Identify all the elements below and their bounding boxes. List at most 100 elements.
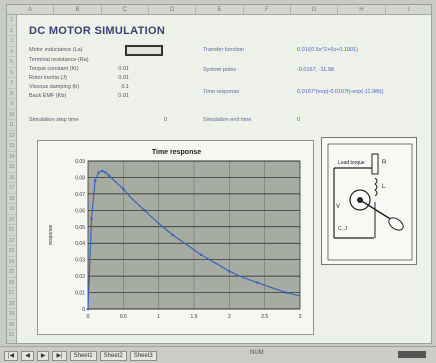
- result-label: Time response: [203, 89, 240, 95]
- result-value[interactable]: 0: [297, 117, 301, 123]
- sheet-tab-3[interactable]: Sheet3: [129, 351, 157, 361]
- row-header[interactable]: 27: [7, 288, 16, 299]
- data-point: [90, 217, 93, 220]
- result-value[interactable]: 0.0167*(exp(-0.0167t)-exp(-11.98t)): [297, 89, 384, 95]
- row-header[interactable]: 15: [7, 162, 16, 173]
- row-header[interactable]: 24: [7, 257, 16, 267]
- sheet-tab-1[interactable]: Sheet1: [69, 351, 97, 361]
- row-header[interactable]: 8: [7, 89, 16, 99]
- row-header[interactable]: 22: [7, 236, 16, 246]
- row-header[interactable]: 20: [7, 215, 16, 225]
- row-header[interactable]: 30: [7, 320, 16, 330]
- row-header[interactable]: 25: [7, 267, 16, 278]
- response-series-line: [87, 170, 301, 310]
- selected-input-cell[interactable]: [125, 45, 163, 56]
- row-header[interactable]: 9: [7, 99, 16, 110]
- sheet-tab-2[interactable]: Sheet2: [99, 351, 127, 361]
- row-header[interactable]: 23: [7, 246, 16, 257]
- result-label: Transfer function: [203, 47, 245, 53]
- row-header[interactable]: 6: [7, 68, 16, 78]
- diagram-label-cj: C, J: [338, 226, 347, 232]
- result-value[interactable]: 0.01/(0.5s^2+6s+0.1001): [297, 47, 358, 53]
- row-header[interactable]: 26: [7, 278, 16, 288]
- row-header[interactable]: 2: [7, 26, 16, 36]
- data-point: [256, 281, 259, 284]
- row-header[interactable]: 1: [7, 15, 16, 26]
- sheet-tabs: |◀ ◀ ▶ ▶| Sheet1 Sheet2 Sheet3: [4, 351, 157, 361]
- status-indicator: NUM: [250, 350, 264, 356]
- param-value[interactable]: 0: [163, 117, 167, 123]
- param-label: Rotor inertia (J): [29, 75, 67, 81]
- column-header[interactable]: I: [386, 5, 431, 14]
- param-label: Motor inductance (La): [29, 47, 83, 53]
- row-header[interactable]: 5: [7, 57, 16, 68]
- column-header[interactable]: E: [196, 5, 244, 14]
- row-header[interactable]: 18: [7, 194, 16, 204]
- y-tick-label: 0.02: [75, 274, 85, 280]
- row-header[interactable]: 28: [7, 299, 16, 309]
- row-header[interactable]: 31: [7, 330, 16, 341]
- column-header[interactable]: G: [291, 5, 339, 14]
- param-value[interactable]: 0.01: [118, 75, 129, 81]
- x-tick-label: 1: [157, 314, 160, 320]
- motor-circuit-diagram: Load torque R L V C, J: [321, 137, 417, 265]
- row-header[interactable]: 29: [7, 309, 16, 320]
- param-label: Viscous damping (b): [29, 84, 80, 90]
- result-value[interactable]: -0.0167, -11.98: [297, 67, 334, 73]
- row-header[interactable]: 14: [7, 152, 16, 162]
- y-tick-label: 0.08: [75, 175, 85, 181]
- row-header[interactable]: 11: [7, 120, 16, 131]
- y-axis-label: response: [48, 225, 54, 246]
- data-point: [228, 269, 231, 273]
- column-header[interactable]: C: [102, 5, 149, 14]
- diagram-label-l: L: [382, 184, 386, 190]
- x-tick-label: 2.5: [261, 314, 268, 320]
- column-header[interactable]: D: [149, 5, 197, 14]
- y-tick-label: 0.05: [75, 225, 85, 231]
- column-header[interactable]: A: [7, 5, 55, 14]
- sheet-title: DC MOTOR SIMULATION: [29, 25, 166, 37]
- column-header[interactable]: F: [244, 5, 291, 14]
- row-header[interactable]: 21: [7, 225, 16, 236]
- row-header[interactable]: 10: [7, 110, 16, 120]
- y-tick-label: 0.07: [75, 192, 85, 198]
- result-label: Simulation end time: [203, 117, 252, 123]
- data-point: [122, 187, 125, 191]
- row-header[interactable]: 12: [7, 131, 16, 141]
- column-header[interactable]: H: [338, 5, 386, 14]
- param-value[interactable]: 0.01: [118, 93, 129, 99]
- row-header[interactable]: 17: [7, 183, 16, 194]
- x-tick-label: 3: [299, 314, 302, 320]
- row-header[interactable]: 13: [7, 141, 16, 152]
- horizontal-scrollbar-thumb[interactable]: [398, 351, 426, 358]
- row-header[interactable]: 16: [7, 173, 16, 183]
- chart-svg: Time response 0 0.01 0.02 0.03 0.04 0.05 0.06 0.…: [48, 149, 302, 320]
- circuit-svg: Load torque R L V C, J: [327, 143, 413, 261]
- first-sheet-button[interactable]: |◀: [4, 351, 19, 361]
- diagram-label-load: Load torque: [338, 160, 365, 166]
- row-header[interactable]: 19: [7, 204, 16, 215]
- param-label: Simulation step time: [29, 117, 79, 123]
- x-tick-label: 0.5: [120, 314, 127, 320]
- y-tick-label: 0.09: [75, 159, 85, 165]
- diagram-label-r: R: [382, 160, 387, 166]
- last-sheet-button[interactable]: ▶|: [52, 351, 67, 361]
- diagram-label-v: V: [336, 204, 340, 210]
- data-point: [143, 209, 146, 212]
- data-point: [100, 169, 104, 173]
- data-point: [97, 171, 100, 174]
- param-value[interactable]: 0.1: [121, 84, 129, 90]
- column-header[interactable]: B: [54, 5, 102, 14]
- data-point: [107, 174, 111, 178]
- row-header[interactable]: 3: [7, 36, 16, 47]
- param-value[interactable]: 0.01: [118, 66, 129, 72]
- row-header[interactable]: 7: [7, 78, 16, 89]
- row-header[interactable]: 4: [7, 47, 16, 57]
- prev-sheet-button[interactable]: ◀: [21, 351, 34, 361]
- data-point: [199, 253, 203, 257]
- next-sheet-button[interactable]: ▶: [36, 351, 50, 361]
- time-response-chart[interactable]: Time response 0 0.01 0.02 0.03 0.04 0.05 0.06 0.…: [37, 140, 314, 335]
- y-tick-label: 0.04: [75, 241, 85, 247]
